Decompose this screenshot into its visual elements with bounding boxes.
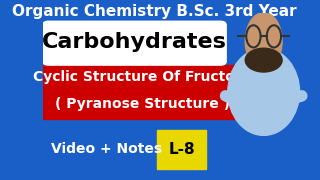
Text: ( Pyranose Structure ): ( Pyranose Structure ) <box>55 96 230 111</box>
Text: Carbohydrates: Carbohydrates <box>42 32 227 52</box>
Ellipse shape <box>245 48 282 72</box>
Ellipse shape <box>228 48 300 135</box>
FancyArrowPatch shape <box>225 96 271 110</box>
Text: Cyclic Structure Of Fructose: Cyclic Structure Of Fructose <box>33 69 252 84</box>
FancyArrowPatch shape <box>256 96 302 110</box>
FancyBboxPatch shape <box>156 130 206 169</box>
FancyBboxPatch shape <box>43 22 226 65</box>
Bar <box>43 65 243 119</box>
Text: L-8: L-8 <box>168 142 195 157</box>
Circle shape <box>245 13 282 70</box>
Text: Video + Notes: Video + Notes <box>51 142 162 156</box>
Text: Organic Chemistry B.Sc. 3rd Year: Organic Chemistry B.Sc. 3rd Year <box>12 4 296 19</box>
